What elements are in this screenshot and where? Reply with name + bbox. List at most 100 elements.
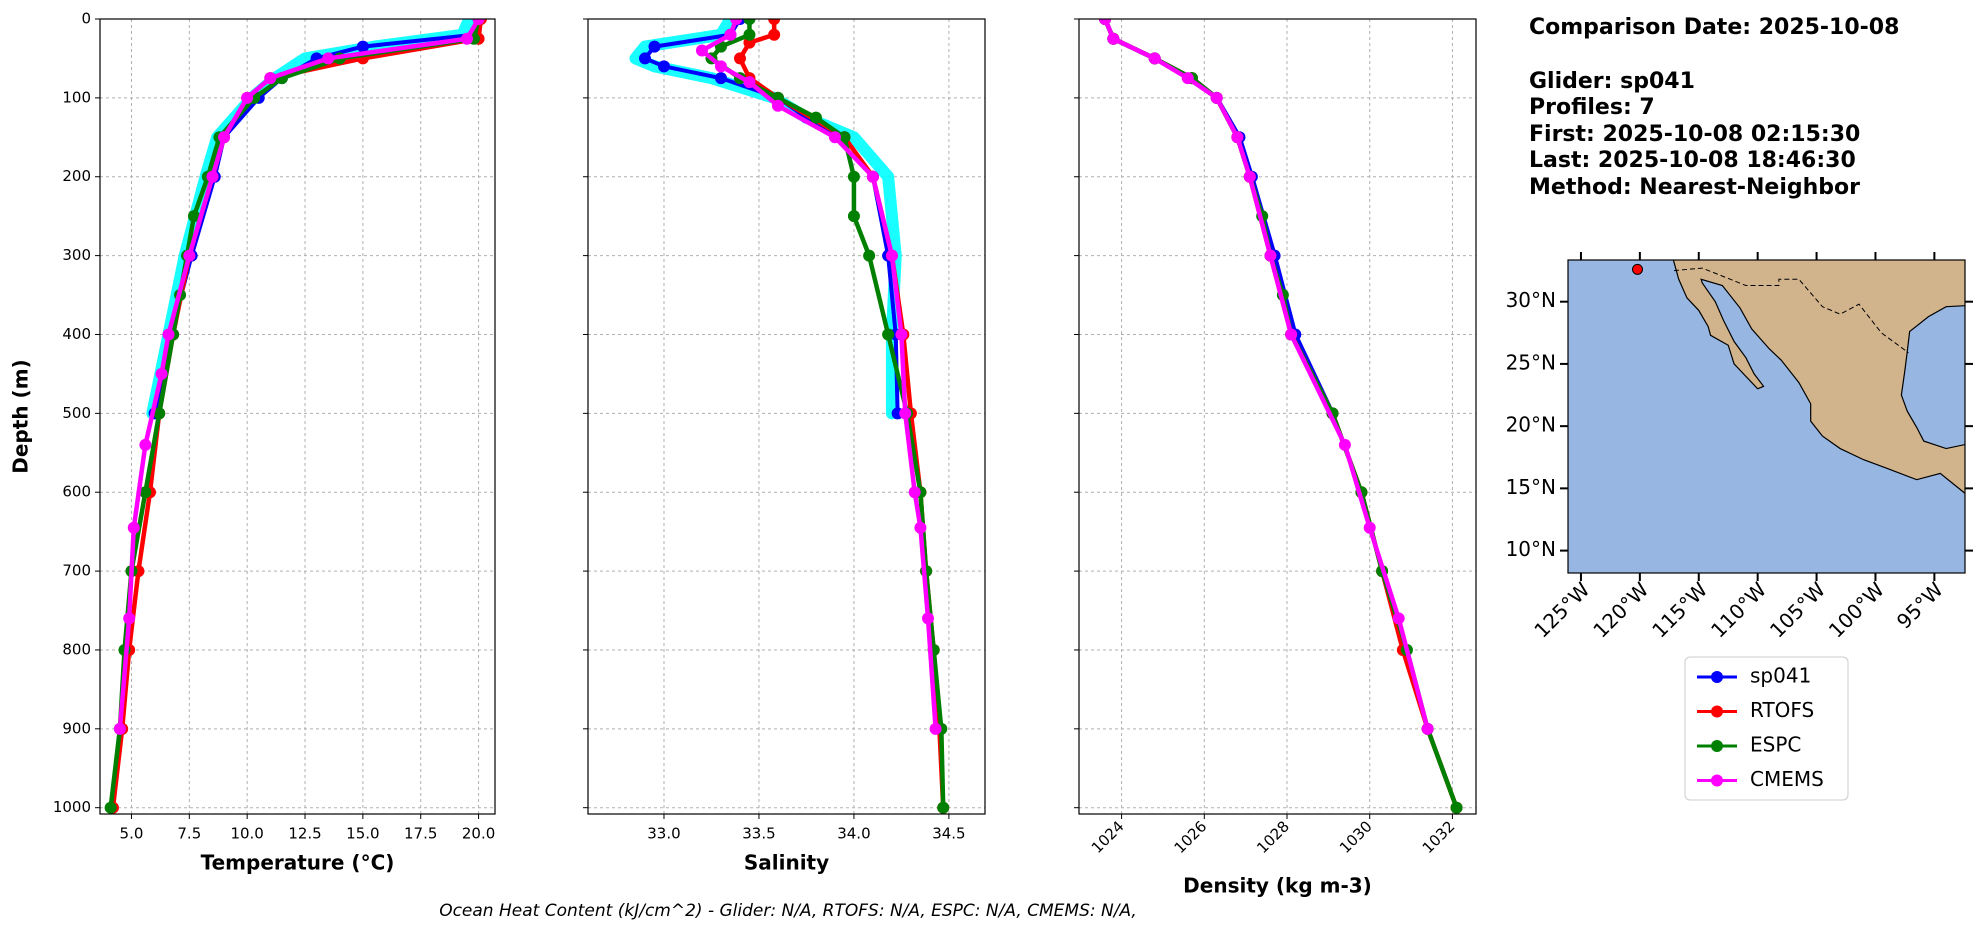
x-tick-label: 1026 (1171, 817, 1211, 857)
series-marker (139, 438, 152, 451)
x-tick-label: 100°W (1824, 577, 1889, 642)
axes-frame (587, 18, 986, 815)
y-tick-label: 10°N (1506, 537, 1556, 561)
series-marker (885, 249, 898, 262)
glider-location (1632, 263, 1644, 275)
series-marker (908, 486, 921, 499)
x-tick-label: 20.0 (462, 825, 495, 843)
series-marker (743, 19, 756, 25)
series-marker (695, 44, 708, 57)
series-marker (1181, 72, 1194, 85)
legend-marker (1711, 705, 1723, 718)
x-tick-label: 7.5 (177, 825, 201, 843)
series-marker (714, 60, 727, 73)
x-tick-label: 34.0 (837, 825, 870, 843)
series-marker (914, 521, 927, 534)
x-tick-label: 120°W (1588, 577, 1653, 642)
x-tick-label: 115°W (1647, 577, 1712, 642)
series-marker (322, 52, 335, 65)
series-marker (206, 170, 219, 183)
series-marker (730, 19, 743, 25)
series-marker (768, 19, 781, 25)
series-marker (1392, 612, 1405, 625)
y-tick-label: 600 (62, 483, 91, 501)
legend-marker (1711, 671, 1723, 683)
series-marker (1264, 249, 1277, 262)
x-tick-label: 1032 (1419, 817, 1459, 857)
series-marker (638, 52, 651, 65)
x-tick-label: 1030 (1336, 817, 1376, 857)
plot-area (104, 19, 487, 814)
series-marker (104, 801, 117, 814)
series-marker (1243, 170, 1256, 183)
x-tick-label: 33.5 (742, 825, 775, 843)
series-marker (1107, 32, 1120, 45)
y-tick-label: 0 (81, 10, 91, 28)
series-marker (155, 367, 168, 380)
x-tick-label: 1028 (1253, 817, 1293, 857)
info-line: Last: 2025-10-08 18:46:30 (1529, 148, 1856, 173)
series-marker (838, 131, 851, 144)
x-tick-label: 12.5 (288, 825, 321, 843)
legend-marker (1711, 774, 1723, 787)
series-marker (733, 52, 746, 65)
series-marker (863, 249, 876, 262)
series-line (117, 19, 481, 732)
series-marker (1210, 91, 1223, 104)
series-marker (657, 60, 670, 73)
series-marker (1363, 521, 1376, 534)
legend-label: RTOFS (1750, 698, 1814, 722)
info-title: Comparison Date: 2025-10-08 (1529, 15, 1899, 40)
series-marker (139, 486, 152, 499)
y-tick-label: 800 (62, 640, 91, 658)
series-marker (937, 801, 950, 814)
series-marker (218, 131, 231, 144)
map-area (1632, 260, 1965, 495)
x-tick-label: 15.0 (346, 825, 379, 843)
legend-label: CMEMS (1750, 767, 1824, 791)
legend-marker (1711, 740, 1723, 752)
y-tick-label: 25°N (1506, 350, 1556, 374)
series-marker (1421, 722, 1434, 735)
series-marker (356, 40, 369, 53)
border (1673, 267, 1909, 354)
series-marker (187, 210, 200, 223)
land (1672, 260, 1965, 495)
axes-frame (99, 18, 496, 815)
y-tick-label: 100 (62, 88, 91, 106)
footer: Ocean Heat Content (kJ/cm^2) - Glider: N… (439, 901, 1137, 921)
x-axis-label: Density (kg m-3) (1183, 874, 1372, 898)
series-marker (929, 722, 942, 735)
series-marker (809, 111, 822, 124)
x-tick-label: 105°W (1765, 577, 1830, 642)
y-tick-label: 700 (62, 562, 91, 580)
series-marker (241, 91, 254, 104)
x-tick-label: 33.0 (647, 825, 680, 843)
series-marker (127, 521, 140, 534)
series-marker (123, 612, 136, 625)
series-marker (1338, 438, 1351, 451)
series-marker (648, 40, 661, 53)
info-line: First: 2025-10-08 02:15:30 (1529, 122, 1860, 147)
info-line: Method: Nearest-Neighbor (1529, 175, 1860, 200)
series-marker (1285, 328, 1298, 341)
x-tick-label: 17.5 (404, 825, 437, 843)
y-tick-label: 30°N (1506, 288, 1556, 312)
y-tick-label: 300 (62, 246, 91, 264)
series-marker (264, 72, 277, 85)
series-marker (922, 612, 935, 625)
series-marker (847, 210, 860, 223)
x-tick-label: 95°W (1892, 577, 1948, 633)
series-marker (768, 28, 781, 41)
y-tick-label: 20°N (1506, 413, 1556, 437)
x-tick-label: 34.5 (932, 825, 965, 843)
x-tick-label: 5.0 (120, 825, 144, 843)
x-tick-label: 125°W (1529, 577, 1594, 642)
series-marker (1148, 52, 1161, 65)
series-marker (724, 28, 737, 41)
series-marker (882, 328, 895, 341)
series-marker (743, 28, 756, 41)
legend: sp041 RTOFS ESPC CMEMS (1684, 656, 1849, 801)
series-marker (847, 170, 860, 183)
